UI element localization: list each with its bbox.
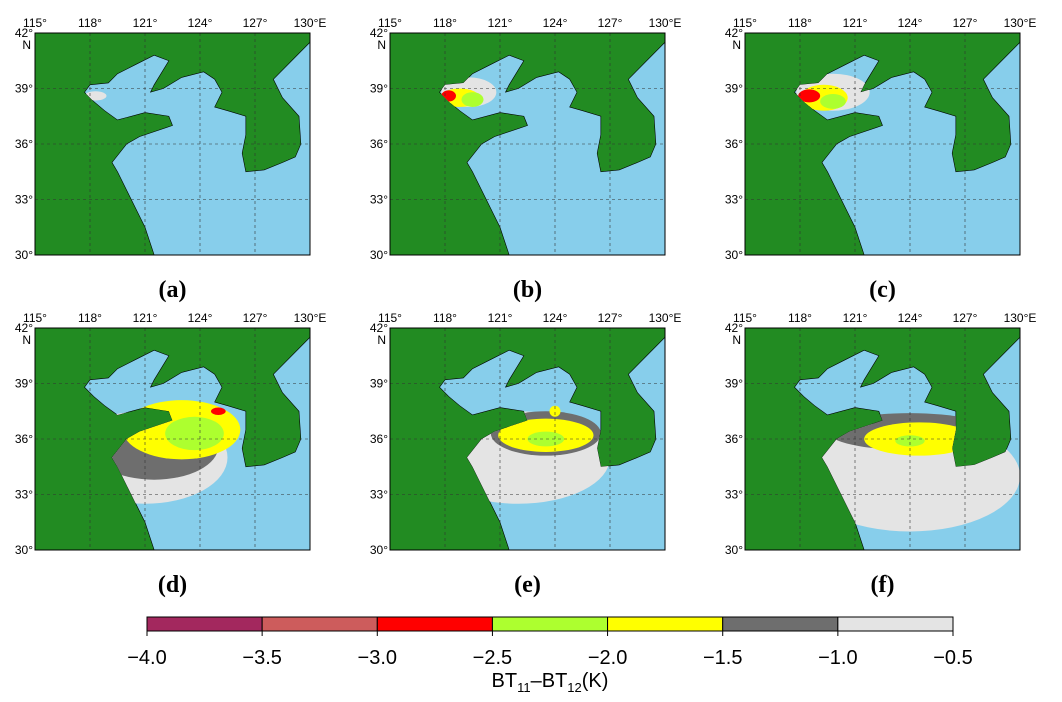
- lon-tick-label: 127°: [243, 311, 268, 325]
- lat-tick-label: 30°: [15, 543, 33, 557]
- label-part: BT: [492, 670, 518, 692]
- plume-patch: [165, 417, 224, 450]
- lat-hemisphere: N: [377, 333, 386, 347]
- lon-tick-label: 127°: [953, 311, 978, 325]
- lon-tick-label: 124°: [543, 311, 568, 325]
- lon-tick-label: 127°: [598, 16, 623, 30]
- lat-tick-label: 36°: [15, 137, 33, 151]
- lat-tick-label: 33°: [725, 193, 743, 207]
- lon-tick-label: 130°E: [1004, 16, 1037, 30]
- lat-tick-label: 30°: [725, 543, 743, 557]
- colorbar-swatch: [608, 617, 723, 631]
- plume-patch: [820, 94, 846, 109]
- lat-tick-label: 30°: [725, 248, 743, 262]
- figure: BT11–BT12(K) 115°118°121°124°127°130°E42…: [0, 0, 1062, 697]
- label-part: (K): [582, 670, 609, 692]
- lat-tick-label: 30°: [15, 248, 33, 262]
- map-panel: 115°118°121°124°127°130°E42°39°36°33°30°…: [370, 311, 682, 598]
- lon-tick-label: 118°: [433, 311, 457, 325]
- lat-tick-label: 33°: [370, 193, 388, 207]
- lat-tick-label: 36°: [725, 137, 743, 151]
- lon-tick-label: 118°: [78, 16, 102, 30]
- lon-tick-label: 124°: [898, 311, 923, 325]
- panel-label: (d): [158, 572, 187, 598]
- lat-tick-label: 33°: [15, 488, 33, 502]
- lat-hemisphere: N: [22, 38, 31, 52]
- colorbar-swatch: [492, 617, 607, 631]
- colorbar-tick-label: −0.5: [933, 647, 972, 669]
- label-part: –BT: [531, 670, 568, 692]
- colorbar-tick-label: −3.0: [358, 647, 397, 669]
- lat-hemisphere: N: [377, 38, 386, 52]
- lon-tick-label: 124°: [188, 16, 213, 30]
- colorbar-label: BT11–BT12(K): [492, 670, 609, 695]
- lat-tick-label: 33°: [370, 488, 388, 502]
- lon-tick-label: 127°: [598, 311, 623, 325]
- lon-tick-label: 124°: [543, 16, 568, 30]
- lat-tick-label: 36°: [15, 432, 33, 446]
- lon-tick-label: 130°E: [294, 311, 327, 325]
- lon-tick-label: 127°: [953, 16, 978, 30]
- lat-tick-label: 39°: [15, 82, 33, 96]
- colorbar-tick-label: −2.0: [588, 647, 627, 669]
- lon-tick-label: 121°: [488, 16, 513, 30]
- lat-tick-label: 39°: [370, 82, 388, 96]
- colorbar-tick-label: −1.5: [703, 647, 742, 669]
- panel-label: (c): [869, 277, 896, 303]
- lon-tick-label: 118°: [788, 311, 812, 325]
- lat-hemisphere: N: [22, 333, 31, 347]
- lon-tick-label: 121°: [133, 16, 158, 30]
- lat-tick-label: 39°: [725, 82, 743, 96]
- colorbar-swatch: [262, 617, 377, 631]
- lat-tick-label: 36°: [370, 432, 388, 446]
- lon-tick-label: 121°: [488, 311, 513, 325]
- plume-patch: [462, 92, 484, 107]
- lat-tick-label: 36°: [725, 432, 743, 446]
- colorbar-tick-label: −3.5: [242, 647, 281, 669]
- lat-tick-label: 33°: [725, 488, 743, 502]
- lon-tick-label: 130°E: [649, 311, 682, 325]
- lon-tick-label: 118°: [78, 311, 102, 325]
- lat-tick-label: 30°: [370, 543, 388, 557]
- colorbar-swatch: [147, 617, 262, 631]
- lat-hemisphere: N: [732, 38, 741, 52]
- lat-hemisphere: N: [732, 333, 741, 347]
- plume-patch: [211, 408, 226, 415]
- lon-tick-label: 130°E: [649, 16, 682, 30]
- lon-tick-label: 121°: [843, 16, 868, 30]
- lon-tick-label: 127°: [243, 16, 268, 30]
- map-panel: 115°118°121°124°127°130°E42°39°36°33°30°…: [370, 16, 682, 303]
- lon-tick-label: 124°: [188, 311, 213, 325]
- lon-tick-label: 121°: [133, 311, 158, 325]
- lon-tick-label: 124°: [898, 16, 923, 30]
- colorbar-swatch: [723, 617, 838, 631]
- label-sub: 11: [517, 680, 531, 695]
- lon-tick-label: 130°E: [1004, 311, 1037, 325]
- colorbar-tick-label: −2.5: [473, 647, 512, 669]
- panel-label: (b): [513, 277, 542, 303]
- lon-tick-label: 118°: [788, 16, 812, 30]
- colorbar-tick-label: −1.0: [818, 647, 857, 669]
- lat-tick-label: 33°: [15, 193, 33, 207]
- lon-tick-label: 118°: [433, 16, 457, 30]
- map-panel: 115°118°121°124°127°130°E42°39°36°33°30°…: [725, 16, 1037, 303]
- panel-label: (a): [159, 277, 187, 303]
- colorbar-tick-label: −4.0: [127, 647, 166, 669]
- lat-tick-label: 30°: [370, 248, 388, 262]
- map-panel: 115°118°121°124°127°130°E42°39°36°33°30°…: [15, 311, 327, 598]
- lat-tick-label: 39°: [370, 377, 388, 391]
- lat-tick-label: 36°: [370, 137, 388, 151]
- lon-tick-label: 121°: [843, 311, 868, 325]
- lat-tick-label: 39°: [15, 377, 33, 391]
- colorbar-swatch: [838, 617, 953, 631]
- lat-tick-label: 39°: [725, 377, 743, 391]
- panel-label: (f): [871, 572, 895, 598]
- lon-tick-label: 130°E: [294, 16, 327, 30]
- map-panel: 115°118°121°124°127°130°E42°39°36°33°30°…: [725, 311, 1037, 598]
- map-panel: 115°118°121°124°127°130°E42°39°36°33°30°…: [15, 16, 327, 303]
- colorbar-swatch: [377, 617, 492, 631]
- label-sub: 12: [567, 680, 581, 695]
- panel-label: (e): [514, 572, 541, 598]
